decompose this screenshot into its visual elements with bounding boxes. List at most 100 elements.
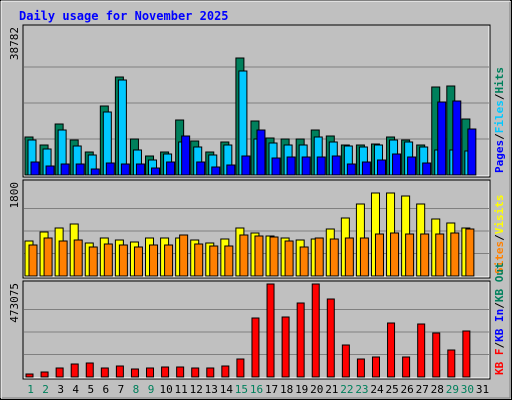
bar-kb-f-day-24 (371, 356, 380, 378)
x-label-day-25: 25 (385, 383, 398, 396)
bar-kb-f-day-27 (417, 323, 426, 378)
bar-pages-day-15 (241, 155, 251, 176)
bar-sites-day-10 (164, 244, 174, 277)
bar-kb-f-day-6 (100, 367, 109, 378)
x-label-day-22: 22 (340, 383, 353, 396)
bar-kb-f-day-5 (85, 362, 94, 378)
legend-entry: Sites (493, 241, 506, 274)
bar-pages-day-30 (467, 128, 477, 176)
bar-kb-f-day-2 (40, 371, 49, 378)
visits-sites-panel: 1800 Sites/Visits (8, 179, 506, 279)
bar-pages-day-22 (346, 163, 356, 176)
x-label-day-21: 21 (325, 383, 338, 396)
bar-kb-f-day-3 (55, 367, 64, 378)
x-label-day-26: 26 (401, 383, 414, 396)
bar-kb-f-day-22 (341, 344, 350, 378)
bar-pages-day-11 (181, 135, 191, 176)
x-label-day-3: 3 (57, 383, 64, 396)
x-label-day-4: 4 (72, 383, 79, 396)
legend-entry: KB In (493, 309, 506, 342)
bar-kb-f-day-1 (25, 373, 34, 378)
bar-sites-day-27 (420, 233, 430, 277)
bar-pages-day-3 (60, 163, 70, 176)
bar-sites-day-13 (209, 245, 219, 277)
bar-pages-day-4 (75, 163, 85, 176)
bar-pages-day-10 (166, 161, 176, 176)
x-label-day-7: 7 (118, 383, 125, 396)
hits-files-pages-panel: 38782 Pages/Files/Hits (8, 24, 506, 178)
x-label-day-10: 10 (159, 383, 172, 396)
bar-kb-f-day-15 (236, 358, 245, 378)
x-label-day-27: 27 (416, 383, 429, 396)
bar-kb-f-day-14 (221, 365, 230, 378)
bar-kb-f-day-8 (130, 368, 139, 378)
x-label-day-19: 19 (295, 383, 308, 396)
legend-entry: Hits (493, 67, 506, 94)
bar-sites-day-5 (88, 246, 98, 277)
series-legend: Pages/Files/Hits (493, 67, 506, 173)
bar-pages-day-24 (376, 159, 386, 176)
y-max-label: 1800 (8, 182, 21, 209)
bar-kb-f-day-19 (296, 302, 305, 378)
bar-sites-day-28 (435, 233, 445, 277)
x-label-day-11: 11 (175, 383, 188, 396)
x-label-day-30: 30 (461, 383, 474, 396)
bar-pages-day-28 (437, 101, 447, 176)
x-label-day-20: 20 (310, 383, 323, 396)
bar-pages-day-7 (120, 163, 130, 176)
x-label-day-14: 14 (220, 383, 234, 396)
series-legend: Sites/Visits (493, 195, 506, 275)
bar-sites-day-23 (359, 237, 369, 277)
bar-kb-f-day-11 (176, 366, 185, 378)
bar-pages-day-17 (271, 157, 281, 176)
bar-pages-day-5 (90, 168, 100, 176)
bar-pages-day-25 (392, 153, 402, 176)
bar-kb-f-day-20 (311, 283, 320, 378)
bar-sites-day-30 (465, 228, 475, 277)
bar-sites-day-8 (133, 246, 143, 277)
bar-sites-day-6 (103, 243, 113, 277)
bar-sites-day-18 (284, 240, 294, 277)
bar-kb-f-day-29 (447, 349, 456, 378)
series-legend: KB F/KB In/KB Out (493, 262, 506, 375)
bar-pages-day-27 (422, 162, 432, 176)
bar-sites-day-26 (405, 233, 415, 277)
bar-pages-day-12 (196, 161, 206, 176)
bar-pages-day-1 (30, 161, 40, 176)
bar-sites-day-17 (269, 236, 279, 277)
x-label-day-28: 28 (431, 383, 444, 396)
bar-sites-day-20 (314, 237, 324, 277)
bar-pages-day-23 (361, 161, 371, 176)
bar-kb-f-day-4 (70, 363, 79, 378)
x-label-day-16: 16 (250, 383, 263, 396)
x-label-day-31: 31 (476, 383, 489, 396)
bar-sites-day-4 (73, 239, 83, 277)
x-label-day-8: 8 (133, 383, 140, 396)
x-label-day-29: 29 (446, 383, 459, 396)
x-label-day-1: 1 (27, 383, 34, 396)
bar-pages-day-29 (452, 100, 462, 176)
y-max-label: 38782 (8, 27, 21, 60)
bar-kb-f-day-17 (266, 283, 275, 378)
bar-kb-f-day-7 (115, 365, 124, 378)
y-max-label: 473075 (8, 283, 21, 323)
legend-entry: Pages (493, 140, 506, 173)
x-label-day-5: 5 (87, 383, 94, 396)
legend-entry: KB F (493, 349, 506, 376)
legend-entry: Visits (493, 195, 506, 235)
x-label-day-18: 18 (280, 383, 293, 396)
bar-pages-day-16 (256, 129, 266, 176)
bar-kb-f-day-16 (251, 317, 260, 378)
bar-kb-f-day-9 (146, 367, 155, 378)
bar-sites-day-25 (390, 232, 400, 277)
legend-entry: KB Out (493, 262, 506, 302)
chart-title: Daily usage for November 2025 (19, 9, 229, 23)
x-label-day-24: 24 (370, 383, 384, 396)
bar-kb-f-day-18 (281, 316, 290, 378)
legend-entry: / (493, 234, 506, 241)
legend-entry: / (493, 302, 506, 309)
bar-files-day-7 (117, 79, 127, 176)
legend-entry: Files (493, 100, 506, 133)
